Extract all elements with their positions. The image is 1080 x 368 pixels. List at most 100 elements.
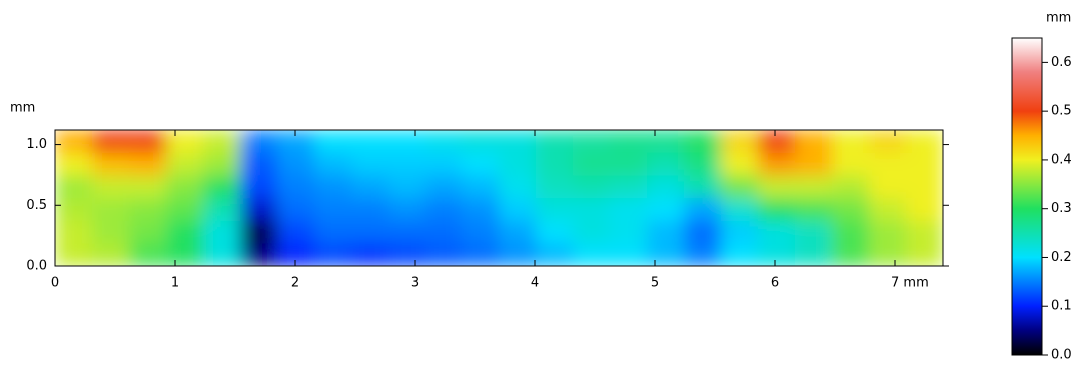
heatmap-cell [425, 243, 463, 266]
heatmap-cell [869, 130, 907, 154]
heatmap-cell [795, 243, 833, 266]
heatmap-cell [906, 243, 943, 266]
heatmap-cell [795, 175, 833, 199]
heatmap-cell [240, 220, 278, 244]
plot-frame [54, 129, 944, 267]
heatmap-cell [92, 130, 130, 154]
x-tick-label: 5 [651, 276, 659, 291]
x-tick-label: 1 [171, 276, 179, 291]
heatmap-cell [277, 220, 315, 244]
colorbar-tick-label: 0.5 [1051, 104, 1072, 119]
heatmap-cell [425, 220, 463, 244]
heatmap-cell [906, 175, 943, 199]
heatmap-cell [240, 243, 278, 266]
heatmap-cell [314, 175, 352, 199]
heatmap-cell [610, 198, 648, 222]
x-tick-label: 4 [531, 276, 539, 291]
colorbar-label: mm [1046, 11, 1071, 26]
heatmap-cell [462, 220, 500, 244]
heatmap-cell [906, 220, 943, 244]
x-tick-label: 7 mm [891, 276, 929, 291]
heatmap-cell [647, 175, 685, 199]
x-tick-label: 2 [291, 276, 299, 291]
heatmap-cell [684, 198, 722, 222]
heatmap-cell [203, 130, 241, 154]
heatmap-cell [351, 152, 389, 176]
heatmap-cell [721, 198, 759, 222]
heatmap-cell [610, 175, 648, 199]
heatmap-cell [240, 175, 278, 199]
heatmap-cell [758, 175, 796, 199]
heatmap-cell [425, 175, 463, 199]
heatmap-cell [721, 175, 759, 199]
heatmap-cell [55, 175, 93, 199]
heatmap-cell [277, 130, 315, 154]
heatmap-cell [129, 152, 167, 176]
heatmap-cell [240, 130, 278, 154]
heatmap-cell [129, 198, 167, 222]
heatmap-cell [795, 198, 833, 222]
heatmap-cell [573, 198, 611, 222]
heatmap-cell [610, 220, 648, 244]
heatmap-cell [203, 152, 241, 176]
heatmap-cell [536, 175, 574, 199]
heatmap-cell [425, 198, 463, 222]
heatmap-cell [573, 175, 611, 199]
heatmap-cell [832, 198, 870, 222]
heatmap-cell [55, 130, 93, 154]
heatmap-cell [499, 152, 537, 176]
heatmap-cell [129, 243, 167, 266]
heatmap-cell [647, 130, 685, 154]
heatmap-cell [610, 130, 648, 154]
heatmap-cell [536, 198, 574, 222]
heatmap-cell [869, 152, 907, 176]
y-tick-label: 1.0 [26, 137, 47, 152]
heatmap-cell [499, 243, 537, 266]
heatmap-cell [203, 175, 241, 199]
colorbar-tick-label: 0.6 [1051, 55, 1072, 70]
heatmap-cell [55, 152, 93, 176]
heatmap-cell [721, 152, 759, 176]
heatmap-cell [795, 220, 833, 244]
heatmap-cell [647, 243, 685, 266]
heatmap-cell [462, 152, 500, 176]
heatmap-cell [721, 130, 759, 154]
heatmap-cell [425, 152, 463, 176]
heatmap-cell [388, 198, 426, 222]
heatmap-cell [758, 152, 796, 176]
heatmap-cell [277, 243, 315, 266]
heatmap-cell [758, 220, 796, 244]
heatmap-cell [129, 175, 167, 199]
y-tick-label: 0.0 [26, 259, 47, 274]
heatmap-cell [314, 152, 352, 176]
y-axis-label: mm [10, 101, 35, 116]
heatmap-cell [684, 152, 722, 176]
heatmap-cell [684, 243, 722, 266]
heatmap-cell [351, 243, 389, 266]
heatmap-cell [499, 220, 537, 244]
heatmap-cell [240, 198, 278, 222]
heatmap-cell [92, 220, 130, 244]
heatmap-cell [388, 152, 426, 176]
heatmap-cell [92, 152, 130, 176]
heatmap-cell [536, 152, 574, 176]
heatmap-cell [351, 130, 389, 154]
heatmap-cell [832, 130, 870, 154]
heatmap-cell [610, 243, 648, 266]
heatmap-cell [166, 130, 204, 154]
heatmap-cell [129, 220, 167, 244]
heatmap-cell [536, 130, 574, 154]
heatmap-cell [166, 198, 204, 222]
heatmap-cell [869, 175, 907, 199]
heatmap-cell [166, 220, 204, 244]
colorbar-tick-label: 0.0 [1051, 348, 1072, 363]
heatmap-cell [795, 152, 833, 176]
heatmap-cell [277, 152, 315, 176]
y-tick-label: 0.5 [26, 198, 47, 213]
heatmap-cell [684, 175, 722, 199]
heatmap-cell [462, 198, 500, 222]
heatmap-cell [536, 220, 574, 244]
x-tick-label: 3 [411, 276, 419, 291]
heatmap-cell [462, 130, 500, 154]
